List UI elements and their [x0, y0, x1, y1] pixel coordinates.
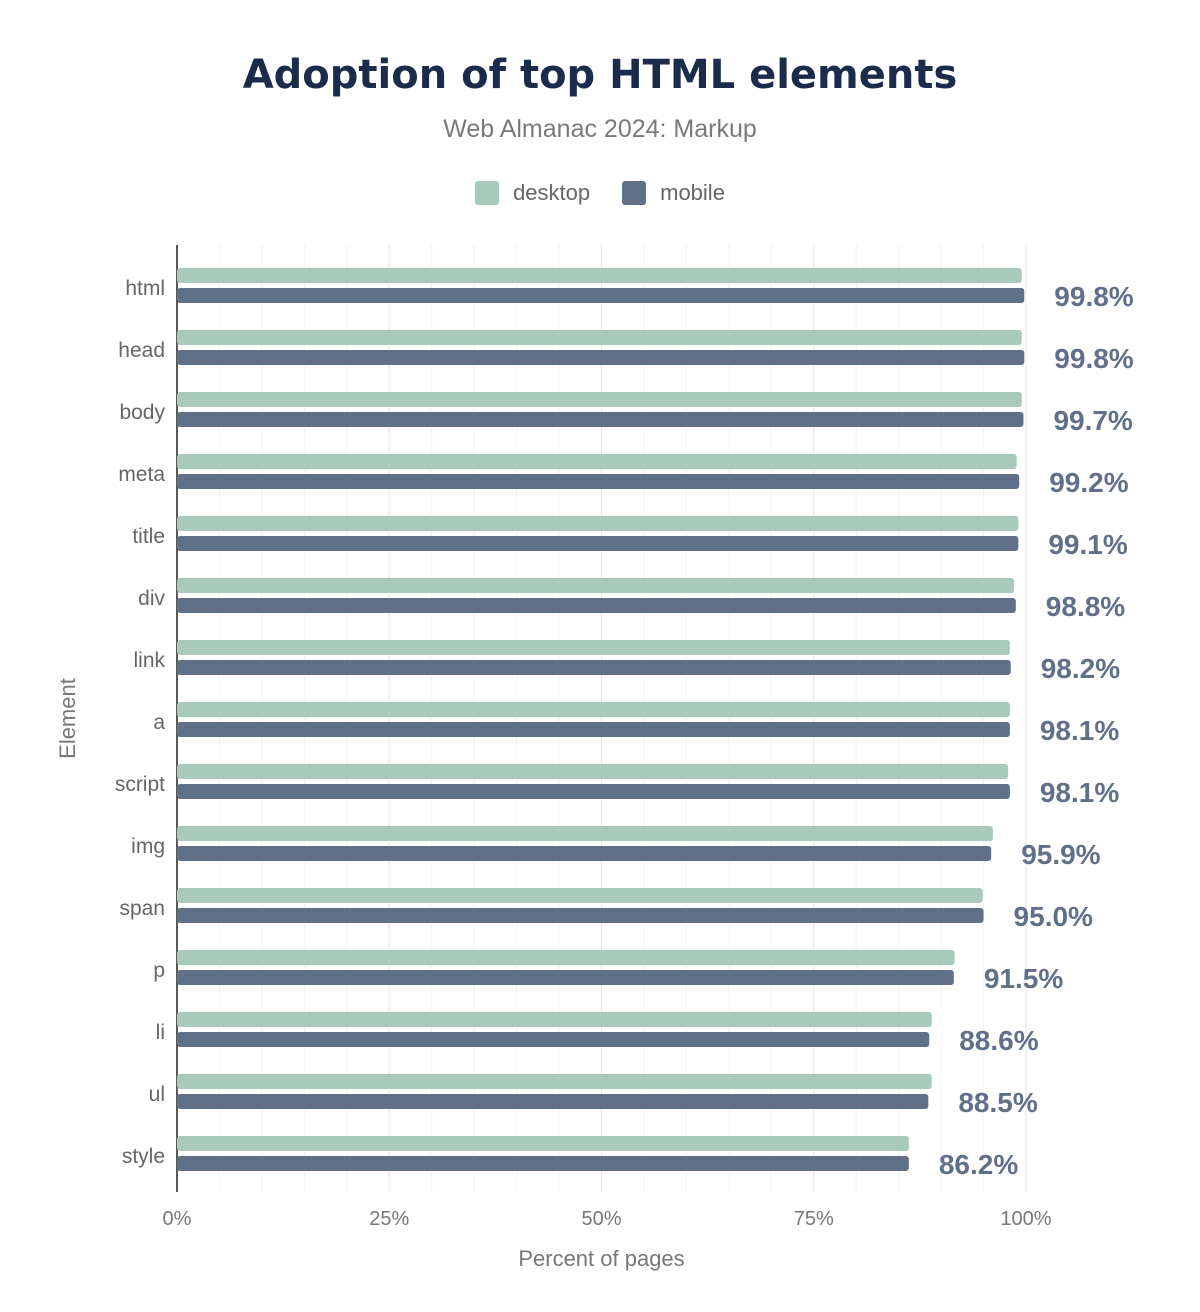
- bar-mobile: [177, 536, 1019, 551]
- bar-desktop: [177, 1012, 932, 1027]
- bar-mobile: [177, 970, 954, 985]
- y-tick-label: li: [156, 1021, 165, 1044]
- bar-mobile: [177, 660, 1011, 675]
- data-label: 99.1%: [1048, 529, 1127, 560]
- bar-mobile: [177, 1094, 929, 1109]
- y-tick-label: head: [118, 339, 165, 362]
- legend: desktop mobile: [0, 180, 1200, 206]
- bar-desktop: [177, 578, 1015, 593]
- data-label: 95.9%: [1021, 839, 1100, 870]
- bar-mobile: [177, 350, 1025, 365]
- bar-mobile: [177, 722, 1010, 737]
- bar-desktop: [177, 764, 1009, 779]
- bar-desktop: [177, 1074, 932, 1089]
- bar-mobile: [177, 474, 1020, 489]
- bar-mobile: [177, 288, 1025, 303]
- x-tick-label: 0%: [163, 1208, 192, 1230]
- data-label: 99.8%: [1054, 343, 1133, 374]
- y-tick-label: span: [119, 897, 165, 920]
- bar-desktop: [177, 888, 983, 903]
- legend-swatch-mobile: [622, 181, 647, 205]
- y-tick-label: body: [119, 401, 165, 424]
- data-label: 98.1%: [1040, 777, 1119, 808]
- data-label: 99.7%: [1053, 405, 1132, 436]
- data-label: 99.8%: [1054, 281, 1133, 312]
- y-tick-label: link: [133, 649, 165, 672]
- y-tick-label: meta: [118, 463, 165, 486]
- bar-desktop: [177, 702, 1010, 717]
- y-tick-label: p: [153, 959, 165, 982]
- x-tick-label: 25%: [369, 1208, 409, 1230]
- bar-mobile: [177, 598, 1016, 613]
- bar-desktop: [177, 516, 1019, 531]
- y-tick-label: a: [153, 711, 165, 734]
- bar-mobile: [177, 908, 984, 923]
- bar-mobile: [177, 412, 1024, 427]
- bar-desktop: [177, 454, 1017, 469]
- legend-label: mobile: [660, 180, 725, 205]
- x-axis-title: Percent of pages: [518, 1246, 684, 1271]
- legend-item-mobile[interactable]: mobile: [622, 180, 725, 206]
- y-tick-label: style: [122, 1145, 165, 1168]
- bar-desktop: [177, 268, 1022, 283]
- legend-swatch-desktop: [475, 181, 500, 205]
- bar-mobile: [177, 1156, 909, 1171]
- bar-desktop: [177, 640, 1010, 655]
- bar-desktop: [177, 1136, 909, 1151]
- y-tick-label: script: [115, 773, 165, 796]
- x-tick-label: 75%: [794, 1208, 834, 1230]
- bar-desktop: [177, 330, 1022, 345]
- chart-title: Adoption of top HTML elements: [242, 52, 958, 98]
- y-axis-title: Element: [55, 678, 80, 759]
- bar-desktop: [177, 392, 1022, 407]
- y-tick-label: img: [131, 835, 165, 858]
- bar-mobile: [177, 1032, 930, 1047]
- data-label: 91.5%: [984, 963, 1063, 994]
- bar-mobile: [177, 784, 1010, 799]
- x-tick-label: 50%: [581, 1208, 621, 1230]
- y-tick-label: title: [132, 525, 165, 548]
- data-label: 99.2%: [1049, 467, 1128, 498]
- y-tick-label: html: [125, 277, 165, 300]
- y-tick-label: ul: [149, 1083, 165, 1106]
- data-label: 95.0%: [1014, 901, 1093, 932]
- legend-label: desktop: [513, 180, 591, 205]
- data-label: 98.2%: [1041, 653, 1120, 684]
- legend-item-desktop[interactable]: desktop: [475, 180, 590, 206]
- data-label: 88.5%: [958, 1087, 1037, 1118]
- y-tick-label: div: [138, 587, 165, 610]
- bar-mobile: [177, 846, 992, 861]
- x-tick-label: 100%: [1000, 1208, 1051, 1230]
- data-label: 86.2%: [939, 1149, 1018, 1180]
- bar-desktop: [177, 950, 955, 965]
- data-label: 88.6%: [959, 1025, 1038, 1056]
- chart-subtitle: Web Almanac 2024: Markup: [443, 115, 757, 143]
- data-label: 98.1%: [1040, 715, 1119, 746]
- bar-desktop: [177, 826, 993, 841]
- data-label: 98.8%: [1046, 591, 1125, 622]
